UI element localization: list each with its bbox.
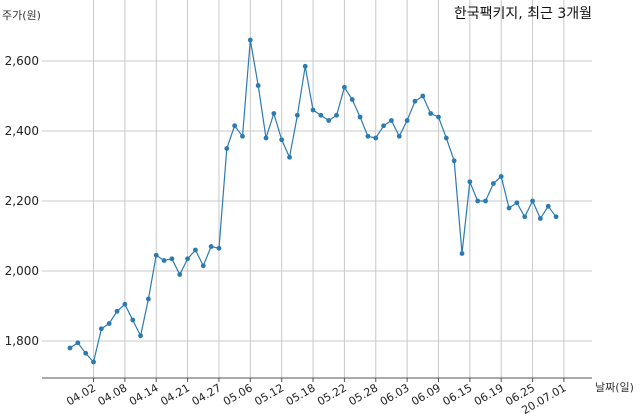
x-tick-label: 05.18 — [284, 381, 318, 408]
data-point — [83, 350, 89, 356]
data-point — [98, 326, 104, 332]
data-point — [130, 317, 136, 323]
data-point — [538, 216, 543, 221]
data-point — [310, 107, 316, 113]
x-tick-label: 05.28 — [346, 381, 380, 408]
y-axis-label: 주가(원) — [2, 9, 41, 22]
x-tick-label: 04.21 — [158, 381, 192, 408]
grid — [42, 0, 592, 382]
data-point — [459, 251, 465, 256]
data-point — [404, 118, 410, 123]
data-point — [357, 114, 363, 120]
data-point — [553, 214, 559, 220]
data-point — [506, 205, 512, 211]
data-point — [67, 345, 73, 351]
data-point — [522, 214, 528, 220]
data-point — [373, 135, 379, 141]
y-tick-label: 2,200 — [5, 194, 39, 208]
data-point — [420, 93, 426, 99]
data-point — [302, 63, 308, 69]
data-point — [185, 256, 191, 262]
data-point — [483, 198, 488, 204]
data-point — [193, 247, 198, 253]
x-tick-label: 06.03 — [378, 381, 412, 408]
data-point — [396, 133, 402, 139]
data-point — [294, 112, 300, 118]
data-point — [545, 203, 551, 209]
data-point — [365, 133, 371, 139]
y-tick-labels: 1,800 2,000 2,200 2,400 2,600 — [5, 54, 39, 348]
data-point — [498, 174, 504, 179]
data-point — [146, 296, 151, 302]
data-point — [122, 301, 128, 307]
data-point — [91, 359, 96, 365]
x-axis-label: 날짜(일) — [595, 380, 634, 394]
y-tick-label: 2,400 — [5, 124, 39, 138]
data-point — [467, 179, 473, 185]
y-tick-label: 2,000 — [5, 264, 39, 278]
data-point — [530, 198, 535, 204]
data-point — [169, 256, 175, 262]
data-point — [177, 272, 183, 277]
data-point — [255, 83, 261, 88]
x-tick-label: 06.15 — [441, 381, 475, 408]
x-tick-label: 06.19 — [472, 381, 506, 408]
x-tick-label: 04.08 — [96, 381, 130, 408]
data-point — [208, 244, 214, 249]
data-point — [161, 258, 167, 263]
data-point — [475, 198, 481, 204]
data-point — [240, 133, 245, 139]
data-point — [381, 123, 386, 129]
data-point — [514, 200, 520, 206]
data-point — [318, 112, 324, 118]
y-tick-label: 2,600 — [5, 54, 39, 68]
data-point — [263, 135, 269, 141]
data-point — [349, 97, 355, 102]
x-tick-label: 06.09 — [409, 381, 443, 408]
data-point — [247, 37, 253, 43]
data-point — [153, 252, 159, 258]
price-series — [67, 37, 559, 365]
x-tick-labels: 04.0204.0804.1404.2104.2705.0605.1205.18… — [64, 381, 568, 417]
x-tick-label: 05.12 — [252, 381, 286, 408]
data-point — [428, 111, 434, 116]
data-point — [279, 137, 285, 143]
data-point — [271, 111, 277, 116]
data-point — [224, 146, 230, 151]
x-tick-label: 04.02 — [64, 381, 98, 408]
data-point — [451, 158, 457, 164]
x-tick-label: 04.14 — [127, 381, 161, 408]
data-point — [287, 154, 292, 160]
data-point — [75, 340, 81, 346]
data-point — [232, 123, 238, 129]
y-tick-label: 1,800 — [5, 334, 39, 348]
data-point — [326, 118, 332, 123]
chart-title: 한국팩키지, 최근 3개월 — [454, 6, 592, 22]
x-tick-label: 04.27 — [190, 381, 224, 408]
data-point — [200, 263, 206, 269]
x-tick-label: 05.22 — [315, 381, 349, 408]
data-point — [443, 135, 449, 141]
data-point — [342, 84, 347, 90]
data-point — [490, 181, 496, 186]
data-point — [436, 114, 441, 120]
data-point — [138, 333, 143, 339]
data-point — [389, 118, 394, 123]
data-point — [334, 112, 339, 118]
x-tick-label: 05.06 — [221, 381, 255, 408]
data-point — [114, 308, 120, 314]
data-point — [106, 321, 112, 326]
data-point — [216, 245, 222, 251]
data-point — [412, 98, 418, 104]
